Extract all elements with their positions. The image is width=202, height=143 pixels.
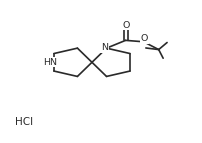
Text: O: O bbox=[123, 21, 130, 30]
Text: O: O bbox=[141, 34, 148, 43]
Text: HCl: HCl bbox=[15, 118, 33, 127]
Text: N: N bbox=[101, 43, 108, 52]
Text: HN: HN bbox=[43, 58, 57, 67]
